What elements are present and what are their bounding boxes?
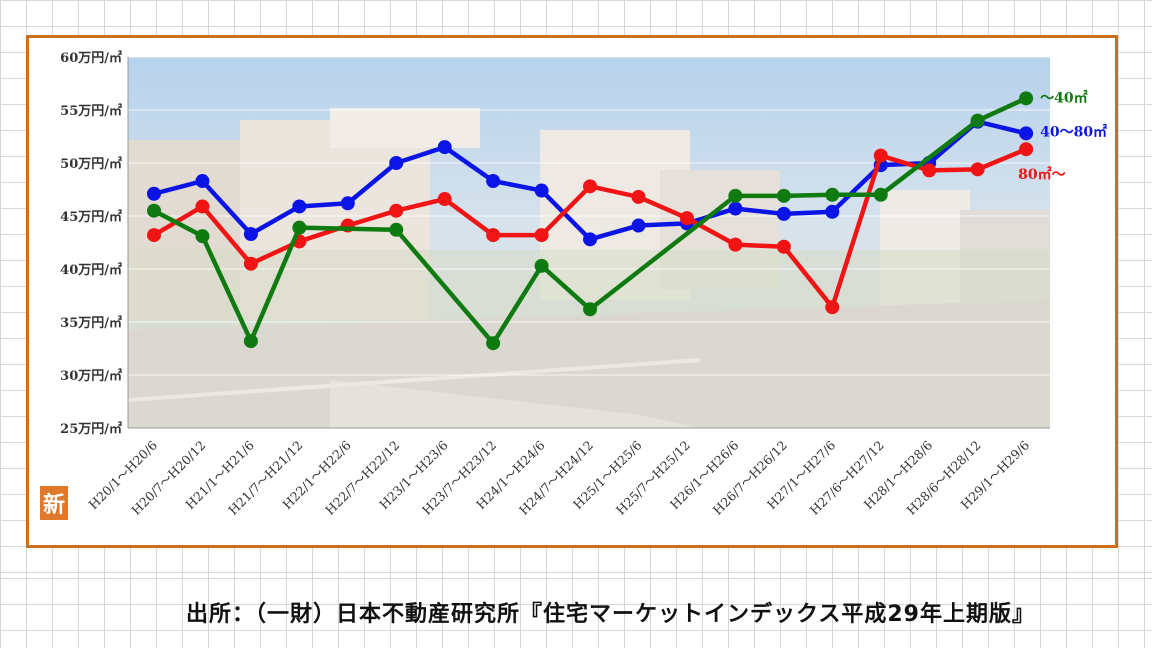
data-point bbox=[243, 256, 258, 271]
data-point bbox=[486, 174, 501, 189]
data-point bbox=[292, 220, 307, 235]
series-label: 40～80㎡ bbox=[1040, 123, 1107, 140]
line-chart: 60万円/㎡ 55万円/㎡ 50万円/㎡ 45万円/㎡ 40万円/㎡ 35万円/㎡ 30万円… bbox=[60, 50, 1107, 518]
data-point bbox=[292, 199, 307, 214]
data-point bbox=[243, 227, 258, 242]
data-point bbox=[195, 199, 210, 214]
data-point bbox=[970, 162, 985, 177]
data-point bbox=[1019, 91, 1034, 106]
data-point bbox=[437, 192, 452, 207]
data-point bbox=[389, 222, 404, 237]
data-point bbox=[583, 179, 598, 194]
data-point bbox=[825, 300, 840, 315]
data-point bbox=[1019, 142, 1034, 157]
data-point bbox=[534, 228, 549, 243]
data-point bbox=[873, 187, 888, 202]
series-labels: 40～80㎡ 80㎡～ ～40㎡ bbox=[1018, 89, 1107, 183]
data-point bbox=[873, 148, 888, 163]
x-axis: H20/1～H20/6H20/7～H20/12H21/1～H21/6H21/7～… bbox=[86, 427, 1050, 518]
y-tick-label: 40万円/㎡ bbox=[60, 262, 122, 278]
series-2 bbox=[147, 91, 1034, 351]
data-point bbox=[147, 228, 161, 243]
data-point bbox=[970, 113, 985, 128]
series-layer bbox=[147, 91, 1034, 351]
data-point bbox=[534, 183, 549, 198]
data-point bbox=[728, 201, 743, 216]
series-label: 80㎡～ bbox=[1018, 166, 1065, 183]
data-point bbox=[340, 196, 355, 211]
series-label: ～40㎡ bbox=[1040, 89, 1087, 106]
data-point bbox=[147, 186, 161, 201]
data-point bbox=[825, 187, 840, 202]
data-point bbox=[389, 156, 404, 170]
data-point bbox=[776, 239, 791, 254]
data-point bbox=[583, 232, 598, 247]
data-point bbox=[534, 258, 549, 273]
y-tick-label: 55万円/㎡ bbox=[60, 103, 122, 119]
data-point bbox=[486, 228, 501, 243]
data-point bbox=[776, 188, 791, 203]
source-caption: 出所：（一財）日本不動産研究所『住宅マーケットインデックス平成29年上期版』 bbox=[186, 602, 1035, 627]
data-point bbox=[437, 140, 452, 155]
data-point bbox=[631, 218, 646, 233]
data-point bbox=[922, 163, 937, 178]
data-point bbox=[195, 174, 210, 189]
data-point bbox=[776, 206, 791, 221]
data-point bbox=[728, 188, 743, 203]
y-axis: 60万円/㎡ 55万円/㎡ 50万円/㎡ 45万円/㎡ 40万円/㎡ 35万円/㎡ 30万円… bbox=[60, 50, 129, 437]
y-tick-label: 50万円/㎡ bbox=[60, 156, 122, 172]
footer-grid bbox=[0, 578, 1152, 648]
data-point bbox=[195, 229, 210, 244]
series-1 bbox=[147, 142, 1034, 315]
data-point bbox=[825, 204, 840, 219]
data-point bbox=[243, 334, 258, 349]
y-tick-label: 35万円/㎡ bbox=[60, 315, 122, 331]
y-tick-label: 45万円/㎡ bbox=[60, 209, 122, 225]
y-tick-label: 25万円/㎡ bbox=[60, 421, 122, 437]
plot-background bbox=[128, 57, 1050, 428]
data-point bbox=[147, 203, 161, 218]
y-tick-label: 30万円/㎡ bbox=[60, 368, 122, 384]
data-point bbox=[1019, 126, 1034, 141]
data-point bbox=[728, 237, 743, 252]
new-badge: 新 bbox=[40, 486, 68, 520]
data-point bbox=[631, 189, 646, 204]
data-point bbox=[583, 302, 598, 317]
data-point bbox=[679, 211, 694, 226]
data-point bbox=[389, 203, 404, 218]
series-line bbox=[152, 96, 1028, 346]
data-point bbox=[486, 336, 501, 351]
y-tick-label: 60万円/㎡ bbox=[60, 50, 122, 66]
